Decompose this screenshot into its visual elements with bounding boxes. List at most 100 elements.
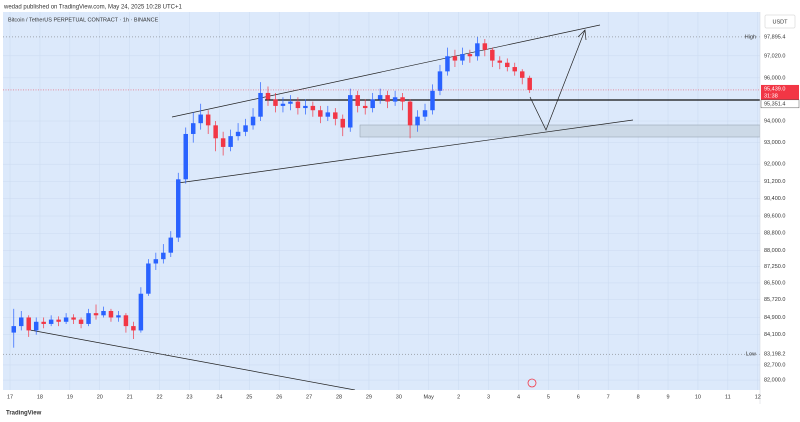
unit-label: USDT xyxy=(773,19,789,25)
countdown: 31:38 xyxy=(764,93,778,99)
x-tick-label: 20 xyxy=(97,394,103,400)
candle-body xyxy=(123,315,129,327)
x-tick-label: 22 xyxy=(157,394,163,400)
candle-body xyxy=(482,43,488,50)
candle-body xyxy=(176,179,181,238)
candle-body xyxy=(467,54,473,57)
x-tick-label: 10 xyxy=(695,394,701,400)
y-tick-label: 87,250.0 xyxy=(764,264,785,270)
current-price-tag xyxy=(761,84,799,100)
candle-body xyxy=(445,56,450,72)
candle-body xyxy=(340,118,346,128)
y-tick-label: 88,000.0 xyxy=(764,248,785,254)
x-tick-label: 21 xyxy=(127,394,133,400)
candle-body xyxy=(333,112,338,119)
candle-body xyxy=(288,101,293,104)
current-price-value: 95,439.0 xyxy=(764,86,785,92)
candle-body xyxy=(26,317,31,331)
x-tick-label: 27 xyxy=(306,394,312,400)
candle-body xyxy=(519,71,525,78)
candle-body xyxy=(56,319,61,322)
low-name: Low xyxy=(746,352,756,358)
candle-body xyxy=(161,252,166,260)
level-price-tag xyxy=(760,99,800,109)
candle-body xyxy=(377,95,383,100)
candle-body xyxy=(183,133,188,180)
price-tags: High 97,895.4 Low 83,198.2 95,439.031:38 95,3… xyxy=(745,32,800,359)
high-name: High xyxy=(745,34,756,40)
x-tick-label: 5 xyxy=(547,394,550,400)
price-axis xyxy=(760,0,800,404)
candle-body xyxy=(303,105,308,109)
candle-body xyxy=(348,95,353,128)
candle-body xyxy=(385,95,390,102)
candle-body xyxy=(11,326,17,333)
channel-upper xyxy=(171,24,601,118)
time-axis xyxy=(0,390,800,404)
candle-body xyxy=(422,110,428,117)
candle-body xyxy=(71,317,76,320)
y-tick-label: 89,600.0 xyxy=(764,213,785,219)
x-tick-label: 3 xyxy=(487,394,490,400)
y-tick-label: 97,020.0 xyxy=(764,53,785,59)
candle-body xyxy=(490,49,495,61)
publisher: wedad published on TradingView.com, May … xyxy=(3,5,182,11)
x-tick-label: 23 xyxy=(186,394,192,400)
y-tick-label: 94,000.0 xyxy=(764,118,785,124)
candle-body xyxy=(355,95,360,106)
candle-body xyxy=(265,92,271,100)
x-tick-label: 6 xyxy=(577,394,580,400)
candle-body xyxy=(325,112,331,117)
candle-body xyxy=(33,321,39,331)
candle-body xyxy=(273,99,278,106)
x-tick-label: 8 xyxy=(637,394,640,400)
candle-body xyxy=(138,293,144,331)
candle-body xyxy=(108,310,114,318)
x-tick-label: 28 xyxy=(336,394,342,400)
candle-body xyxy=(153,259,159,264)
chart-title: Bitcoin / TetherUS PERPETUAL CONTRACT · … xyxy=(8,17,159,23)
candle-body xyxy=(205,114,211,126)
x-tick-label: 2 xyxy=(457,394,460,400)
candle-body xyxy=(190,123,196,134)
plot-background xyxy=(3,12,760,390)
candle-body xyxy=(452,56,458,61)
candle-body xyxy=(93,313,99,316)
x-tick-label: 25 xyxy=(246,394,252,400)
candle-body xyxy=(41,321,46,324)
x-tick-label: 4 xyxy=(517,394,520,400)
candle-body xyxy=(512,67,517,72)
arrow-head xyxy=(577,29,587,41)
candle-body xyxy=(392,97,398,102)
candle-body xyxy=(235,131,241,137)
y-tick-label: 92,000.0 xyxy=(764,162,785,168)
candle-body xyxy=(78,319,84,324)
level-price-value: 95,351.4 xyxy=(764,101,785,107)
candle-body xyxy=(243,125,248,132)
candle-body xyxy=(370,99,375,109)
candle-body xyxy=(19,317,24,327)
brand: TradingView xyxy=(6,411,42,417)
x-tick-label: 12 xyxy=(755,394,761,400)
y-tick-label: 88,800.0 xyxy=(764,231,785,237)
candle-body xyxy=(168,237,174,253)
trend-line xyxy=(29,329,356,391)
candle-body xyxy=(475,43,480,57)
y-tick-label: 85,720.0 xyxy=(764,297,785,303)
zone-box xyxy=(359,124,761,138)
candle-body xyxy=(250,116,256,126)
low-tag xyxy=(761,350,799,359)
candles xyxy=(11,36,532,348)
x-tick-label: 24 xyxy=(216,394,222,400)
high-tag xyxy=(761,32,799,41)
candle-body xyxy=(228,136,233,147)
candle-body xyxy=(295,101,301,109)
candle-body xyxy=(280,103,286,106)
candle-body xyxy=(505,62,510,68)
candle-body xyxy=(362,105,368,109)
x-tick-label: 30 xyxy=(396,394,402,400)
unit-box xyxy=(764,14,796,29)
x-tick-label: 29 xyxy=(366,394,372,400)
